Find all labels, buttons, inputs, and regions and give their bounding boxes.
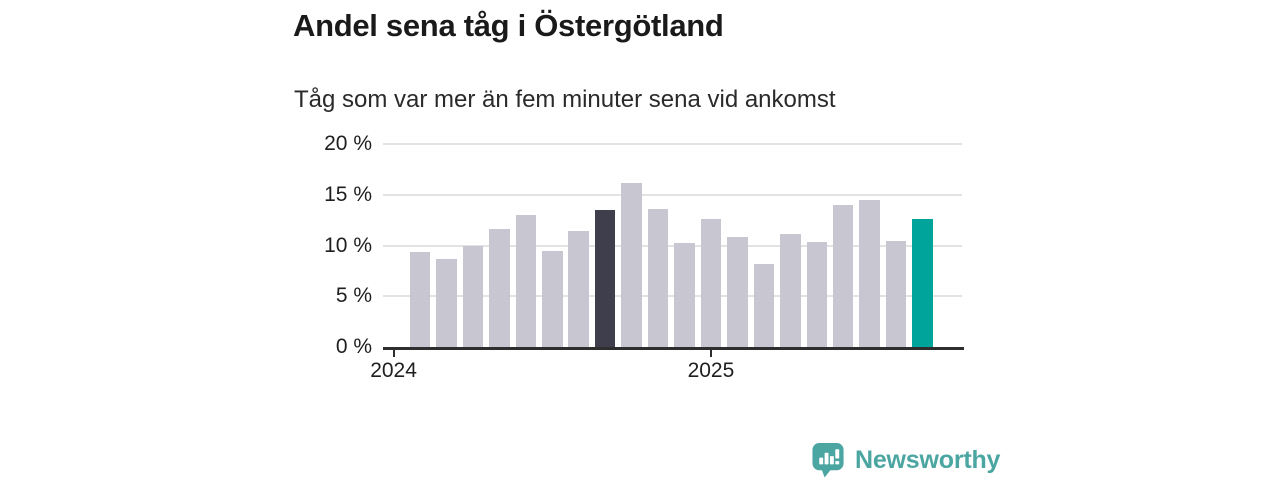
x-axis-tick-2024 bbox=[392, 350, 395, 357]
y-axis-label-15: 15 % bbox=[324, 182, 372, 206]
y-axis-label-20: 20 % bbox=[324, 132, 372, 155]
bar-2024-02 bbox=[409, 251, 431, 347]
x-axis-label-2024: 2024 bbox=[370, 359, 417, 382]
y-axis-label-10: 10 % bbox=[324, 233, 372, 257]
bar-2024-11 bbox=[647, 208, 669, 347]
bar-2025-04 bbox=[780, 234, 801, 347]
gridline-15 bbox=[383, 193, 962, 196]
bar-2024-04 bbox=[462, 245, 484, 347]
bar-2025-02 bbox=[727, 237, 748, 347]
chart-subtitle: Tåg som var mer än fem minuter sena vid … bbox=[294, 86, 836, 113]
bar-2024-07 bbox=[542, 250, 563, 347]
gridline-10 bbox=[383, 244, 962, 247]
x-axis-line bbox=[383, 347, 964, 350]
plot-area: 0 % 5 % 10 % 15 % 20 % 2024 2025 bbox=[324, 132, 964, 382]
bar-2024-06 bbox=[515, 215, 537, 347]
bar-2025-05 bbox=[806, 242, 827, 347]
bar-2024-12 bbox=[674, 243, 695, 347]
brand-name: Newsworthy bbox=[855, 445, 1001, 474]
bar-2024-09 bbox=[594, 209, 616, 347]
bar-2025-09 bbox=[912, 219, 933, 347]
x-axis-tick-2025 bbox=[709, 350, 712, 357]
bar-2024-08 bbox=[568, 231, 589, 347]
gridline-20 bbox=[383, 143, 962, 145]
y-axis-label-0: 0 % bbox=[335, 335, 372, 358]
bar-2025-08 bbox=[885, 241, 907, 347]
bar-2025-06 bbox=[832, 204, 854, 347]
bar-2025-01 bbox=[700, 219, 722, 347]
bar-2025-03 bbox=[753, 263, 775, 347]
x-axis-label-2025: 2025 bbox=[687, 359, 735, 382]
newsworthy-logo: Newsworthy bbox=[811, 442, 1000, 478]
newsworthy-speech-bubble-chart-icon bbox=[811, 442, 846, 478]
y-axis-label-5: 5 % bbox=[335, 284, 372, 308]
bar-2024-03 bbox=[436, 258, 457, 347]
chart-title: Andel sena tåg i Östergötland bbox=[293, 8, 724, 43]
gridline-5 bbox=[383, 295, 962, 298]
bar-2024-10 bbox=[621, 182, 642, 347]
bar-2024-05 bbox=[489, 229, 510, 347]
bar-2025-07 bbox=[859, 199, 880, 347]
